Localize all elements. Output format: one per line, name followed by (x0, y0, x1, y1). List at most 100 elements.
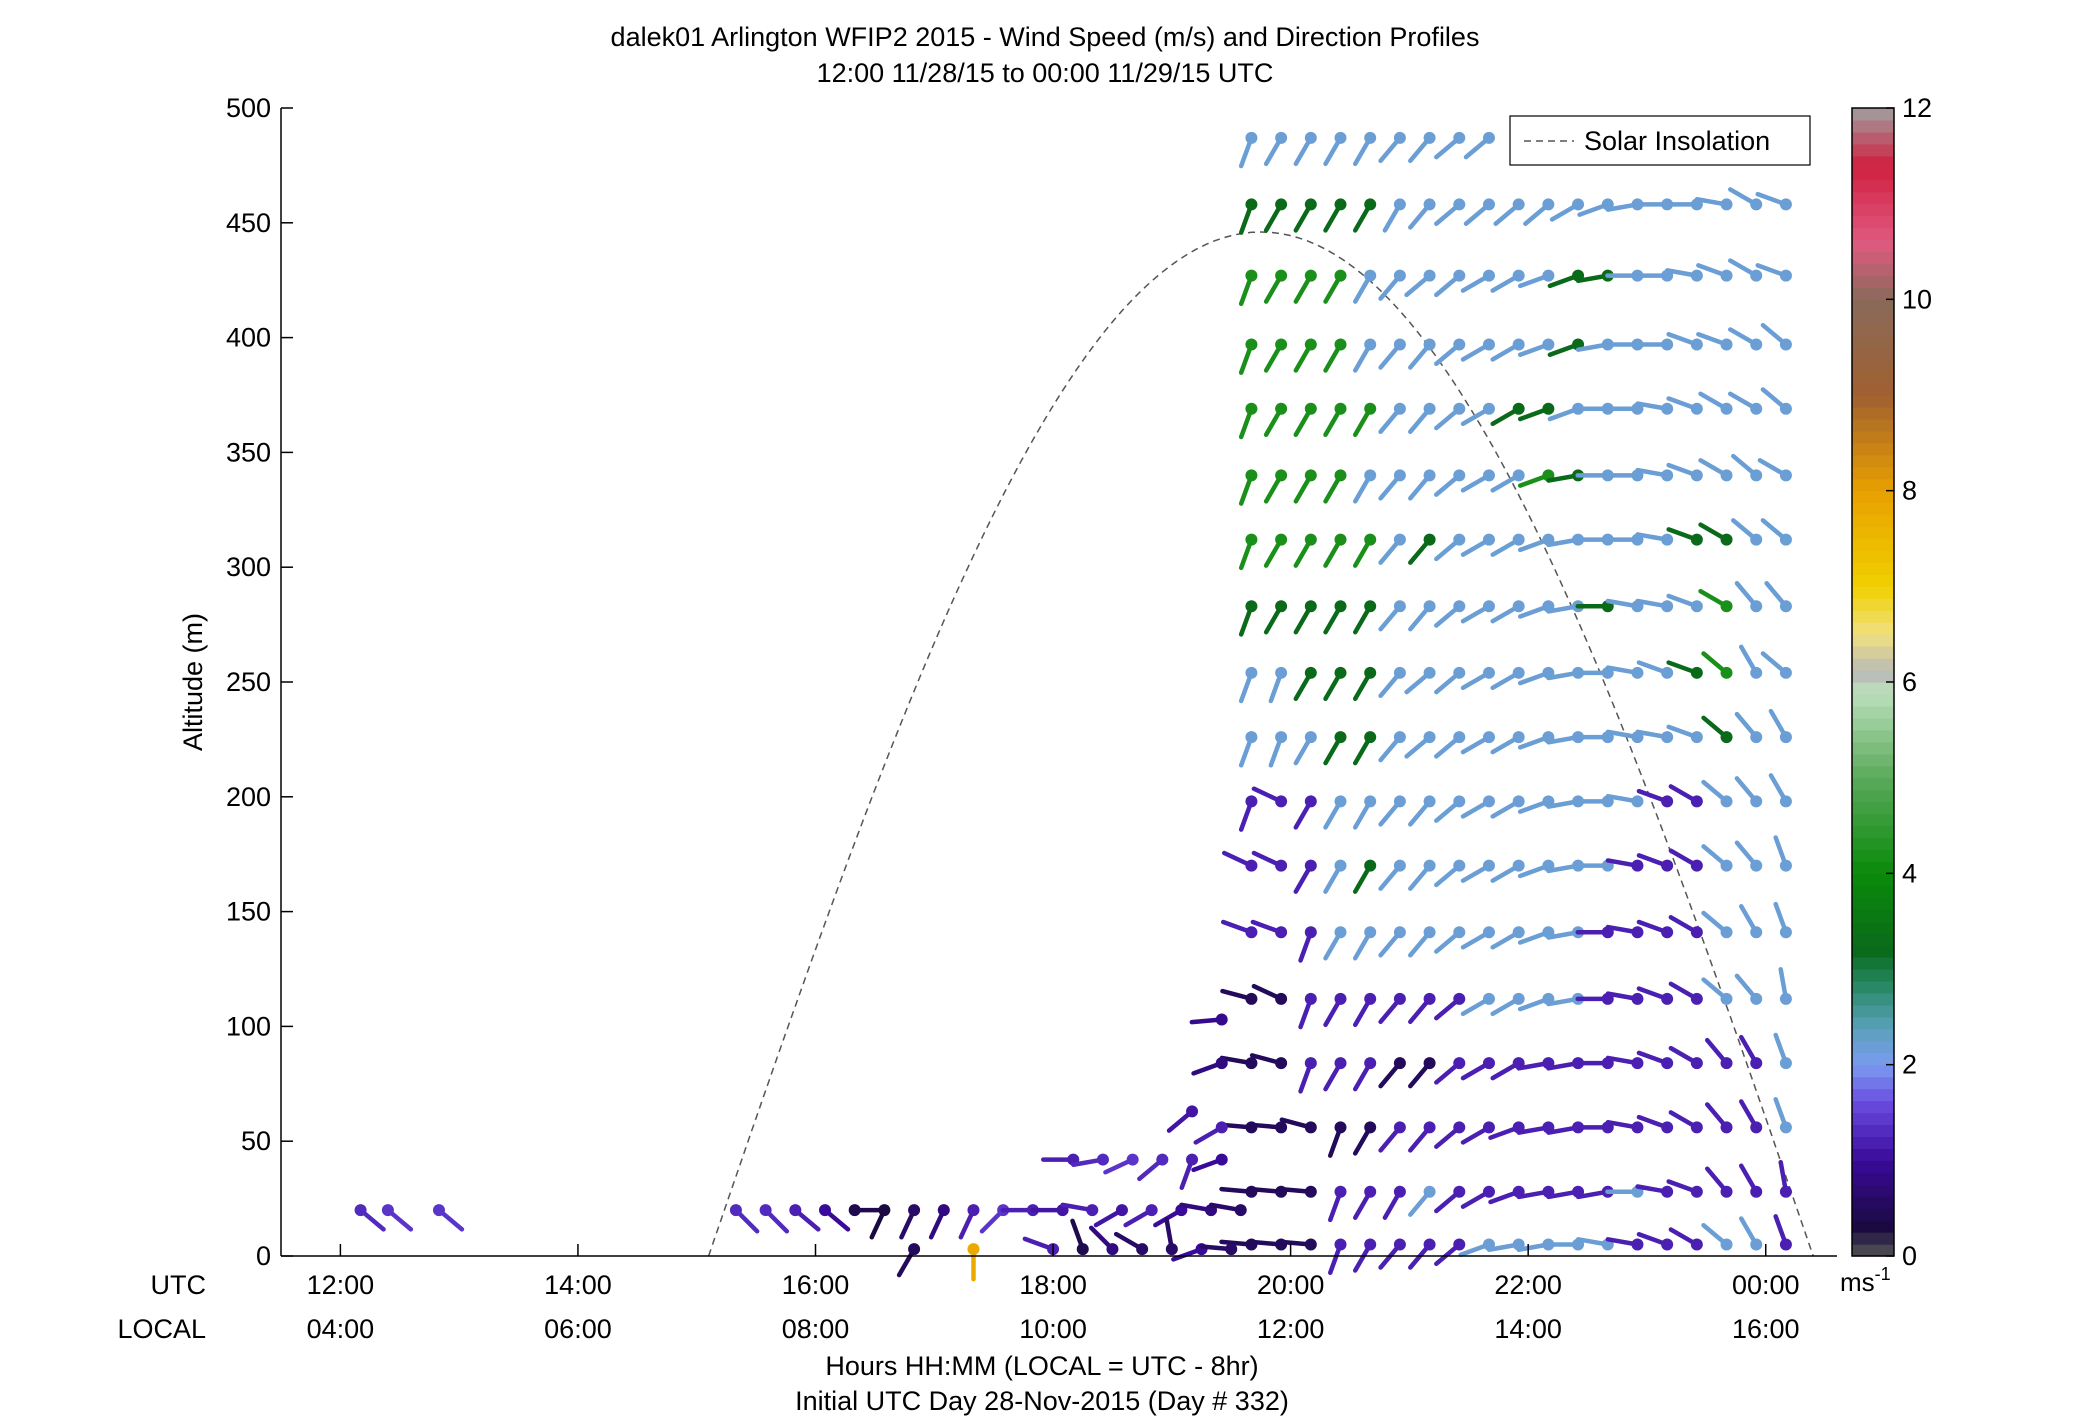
wind-barb (1191, 1153, 1228, 1173)
wind-barb-head (1720, 1185, 1733, 1198)
wind-barb-head (1364, 198, 1377, 211)
wind-barb-head (1453, 666, 1466, 679)
wind-barb-head (1245, 533, 1258, 546)
wind-barb (1635, 1184, 1674, 1198)
wind-barb-head (1631, 1238, 1644, 1251)
wind-barb (1327, 1185, 1347, 1223)
wind-barb (1490, 926, 1525, 950)
wind-barb (1434, 533, 1466, 562)
wind-barb (1323, 859, 1347, 894)
colorbar-step (1852, 765, 1894, 779)
wind-barb-head (1304, 859, 1317, 872)
wind-barb-head (1779, 269, 1792, 282)
y-tick-label: 350 (226, 437, 271, 467)
wind-barb (1378, 402, 1406, 435)
colorbar-step (1852, 227, 1894, 241)
wind-barb-head (1364, 926, 1377, 939)
x-ticks: 12:00 04:00 14:00 06:00 16:00 08:00 18:00 10:00… (307, 1244, 1800, 1344)
y-tick-label: 400 (226, 323, 271, 353)
wind-barb (1113, 1231, 1149, 1256)
wind-barb-head (1779, 859, 1792, 872)
wind-barb (1293, 731, 1317, 766)
wind-barb-head (1334, 1238, 1347, 1251)
wind-barb-head (1304, 795, 1317, 808)
wind-barb-head (1482, 600, 1495, 613)
wind-barb (1434, 1238, 1466, 1267)
colorbar-gradient (1852, 108, 1894, 1257)
wind-barb-head (1779, 469, 1792, 482)
wind-barb-head (1750, 600, 1763, 613)
colorbar-step (1852, 275, 1894, 288)
wind-barb (1517, 533, 1555, 553)
colorbar-step (1852, 897, 1894, 910)
wind-barb (1463, 198, 1495, 226)
wind-barb-head (1482, 269, 1495, 282)
colorbar-step (1852, 646, 1894, 659)
wind-barb-head (1364, 402, 1377, 415)
wind-barb (1263, 600, 1288, 635)
wind-barb (729, 1204, 760, 1234)
y-tick-label: 100 (226, 1011, 271, 1041)
colorbar-step (1852, 825, 1894, 839)
wind-barb (1137, 1153, 1169, 1182)
wind-barb (1517, 859, 1555, 879)
wind-barb (1293, 469, 1317, 504)
colorbar-step (1852, 741, 1894, 755)
wind-barb (1755, 191, 1792, 211)
wind-barb (869, 1204, 891, 1240)
wind-barb-head (1661, 533, 1674, 546)
wind-barb-head (1215, 1057, 1228, 1070)
wind-barb (1323, 795, 1347, 830)
wind-barb-head (1245, 269, 1258, 282)
wind-barb (1263, 402, 1288, 438)
wind-barb-head (1334, 992, 1347, 1005)
colorbar-step (1852, 191, 1894, 205)
wind-barb (1666, 396, 1703, 415)
colorbar-step (1852, 682, 1894, 695)
wind-barb-head (1750, 795, 1763, 808)
wind-barb (1408, 926, 1436, 958)
wind-barb (1701, 977, 1733, 1005)
wind-barb-head (1661, 1185, 1674, 1198)
wind-barb-head (1453, 131, 1466, 144)
wind-barb (1730, 518, 1763, 546)
wind-barb (1727, 391, 1763, 415)
wind-barb (1238, 731, 1258, 768)
wind-barb-head (937, 1204, 950, 1217)
wind-barb (1378, 926, 1406, 958)
wind-barb-head (1661, 600, 1674, 613)
wind-barb (1460, 338, 1495, 362)
wind-barb (1490, 666, 1525, 691)
wind-barb (1408, 992, 1436, 1025)
wind-barb (1249, 1053, 1288, 1070)
colorbar-step (1852, 598, 1894, 611)
wind-barb-head (1304, 402, 1317, 415)
x-tick-label-local: 12:00 (1257, 1314, 1325, 1344)
colorbar-tick-label: 12 (1902, 93, 1932, 123)
wind-barb-head (1275, 131, 1288, 144)
wind-barb-head (1275, 666, 1288, 679)
wind-barb-head (1423, 269, 1436, 282)
wind-barb (1408, 859, 1436, 891)
wind-barb (1636, 1114, 1674, 1134)
wind-barb-head (1423, 338, 1436, 351)
wind-barb-head (1482, 338, 1495, 351)
wind-barb-head (1690, 469, 1703, 482)
wind-barb (1668, 848, 1703, 872)
wind-barb (1293, 402, 1317, 438)
wind-barb-head (1779, 1185, 1792, 1198)
wind-barb-head (1334, 1185, 1347, 1198)
wind-barb-head (1186, 1153, 1199, 1166)
wind-barb-head (1631, 992, 1644, 1005)
colorbar-step (1852, 729, 1894, 743)
wind-barb (1636, 919, 1674, 939)
wind-barb (1635, 401, 1674, 415)
legend: Solar Insolation (1509, 115, 1811, 166)
colorbar-step (1852, 478, 1894, 492)
colorbar-step (1852, 921, 1894, 934)
wind-barb (1517, 600, 1555, 619)
x-axis-label: Hours HH:MM (LOCAL = UTC - 8hr) (825, 1351, 1258, 1381)
wind-barb (1698, 522, 1733, 546)
colorbar-step (1852, 622, 1894, 635)
wind-barb (1760, 387, 1792, 415)
